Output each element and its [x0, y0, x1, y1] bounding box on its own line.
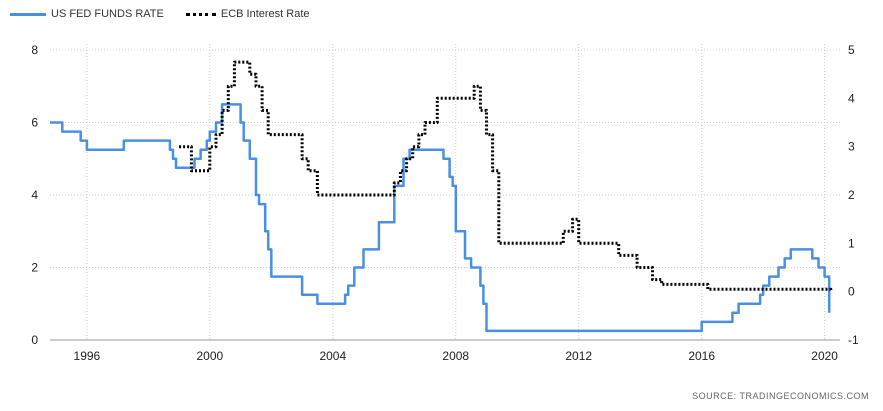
x-tick-label: 2008 [442, 349, 469, 363]
ecb-rate-line [179, 60, 833, 292]
x-tick-label: 2012 [565, 349, 592, 363]
y-right-tick-label: 5 [848, 43, 855, 57]
legend-swatch-ecb [185, 12, 216, 16]
legend-item-us-fed[interactable]: US FED FUNDS RATE [10, 8, 164, 20]
x-tick-label: 2004 [319, 349, 346, 363]
y-left-tick-label: 6 [31, 116, 38, 130]
y-right-tick-label: 2 [848, 188, 855, 202]
legend-label-ecb: ECB Interest Rate [220, 8, 310, 20]
legend-item-ecb[interactable]: ECB Interest Rate [185, 8, 310, 20]
y-left-tick-label: 4 [31, 188, 38, 202]
grid [50, 44, 840, 341]
legend-swatch-us-fed [10, 12, 46, 16]
y-right-tick-label: 0 [848, 285, 855, 299]
us-fed-funds-line [50, 103, 831, 333]
y-right-tick-label: 4 [848, 91, 855, 105]
y-left-tick-label: 8 [31, 43, 38, 57]
x-tick-label: 2000 [196, 349, 223, 363]
legend: US FED FUNDS RATE ECB Interest Rate [10, 8, 310, 20]
series-lines [50, 60, 833, 333]
x-tick-label: 2016 [688, 349, 715, 363]
y-right-tick-label: -1 [848, 333, 859, 347]
y-left-tick-label: 2 [31, 261, 38, 275]
y-right-tick-label: 1 [848, 236, 855, 250]
legend-label-us-fed: US FED FUNDS RATE [51, 8, 164, 20]
y-left-tick-label: 0 [31, 333, 38, 347]
x-tick-label: 1996 [74, 349, 101, 363]
y-right-tick-label: 3 [848, 140, 855, 154]
x-tick-label: 2020 [811, 349, 838, 363]
source-credit: SOURCE: TRADINGECONOMICS.COM [692, 391, 869, 401]
axis-ticks: 0 2 4 6 8 -1 0 1 2 3 4 5 1996 2000 2004 2008 2012 2016 202… [31, 43, 859, 363]
